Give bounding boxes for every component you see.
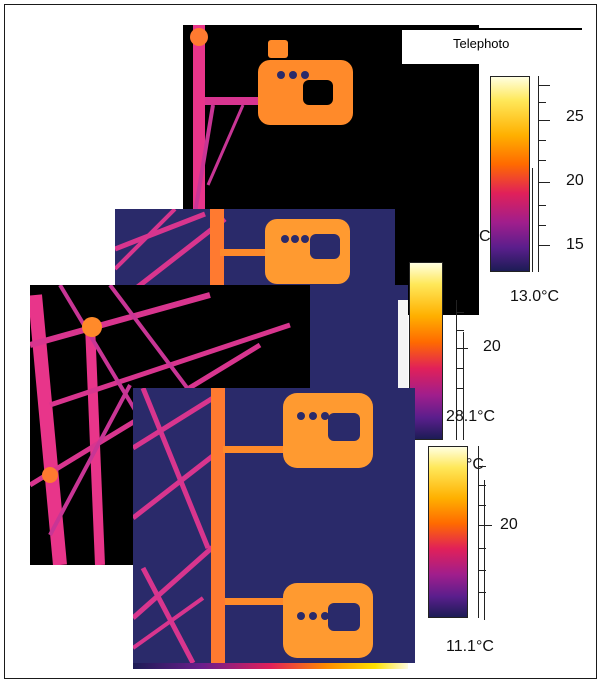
colorbar-1-tick: [538, 160, 546, 161]
colorbar-3-axis-inner: [484, 480, 485, 620]
colorbar-1-tick: [538, 245, 550, 246]
colorbar-1-tick-label: 15: [566, 236, 584, 253]
colorbar-1-tick: [538, 205, 546, 206]
colorbar-3-tick: [478, 570, 486, 571]
colorbar-1-tick: [538, 225, 546, 226]
colorbar-2-tick: [456, 368, 464, 369]
thermal-image-2: [115, 209, 395, 289]
bottom-palette-strip: [133, 663, 408, 669]
colorbar-1: [490, 76, 530, 272]
colorbar-3-tick: [478, 592, 486, 593]
colorbar-2-axis-inner: [463, 332, 464, 440]
colorbar-1-tick: [538, 120, 550, 121]
colorbar-1-tick-label: 20: [566, 172, 584, 189]
colorbar-3-tick: [478, 505, 486, 506]
colorbar-3-min-temp: 11.1°C: [446, 638, 494, 655]
colorbar-3-tick: [478, 525, 492, 526]
colorbar-1-tick: [538, 85, 550, 86]
colorbar-2-tick: [456, 330, 464, 331]
colorbar-3-tick: [478, 466, 486, 467]
thermal-image-3-right: [310, 285, 408, 390]
colorbar-2-tick-label: 20: [483, 338, 501, 355]
telephoto-tab-line: [401, 28, 582, 30]
colorbar-3-tick-label: 20: [500, 516, 518, 533]
colorbar-1-tick: [538, 182, 550, 183]
telephoto-label: Telephoto: [453, 36, 510, 51]
overlap-fragment-degc: °C: [466, 456, 484, 473]
colorbar-1-min-temp: 13.0°C: [510, 288, 560, 305]
colorbar-panel-2: [398, 300, 408, 390]
colorbar-1-axis-inner: [532, 168, 533, 272]
colorbar-1-tick: [538, 102, 546, 103]
colorbar-2-min-temp: 28.1°C: [446, 408, 496, 425]
colorbar-2-tick: [456, 312, 464, 313]
colorbar-1-tick: [538, 140, 546, 141]
telephoto-tab: [401, 30, 582, 64]
thermal-image-bottom: [133, 388, 415, 663]
colorbar-3-axis: [478, 446, 479, 618]
colorbar-1-axis: [538, 76, 539, 272]
figure-frame: [4, 4, 597, 679]
overlap-fragment-c: C: [479, 228, 491, 245]
colorbar-3-tick: [478, 548, 486, 549]
colorbar-3: [428, 446, 468, 618]
colorbar-3-tick: [478, 485, 486, 486]
colorbar-2-axis: [456, 300, 457, 440]
colorbar-2-tick: [456, 388, 464, 389]
colorbar-1-tick-label: 25: [566, 108, 584, 125]
colorbar-2-tick: [456, 348, 468, 349]
